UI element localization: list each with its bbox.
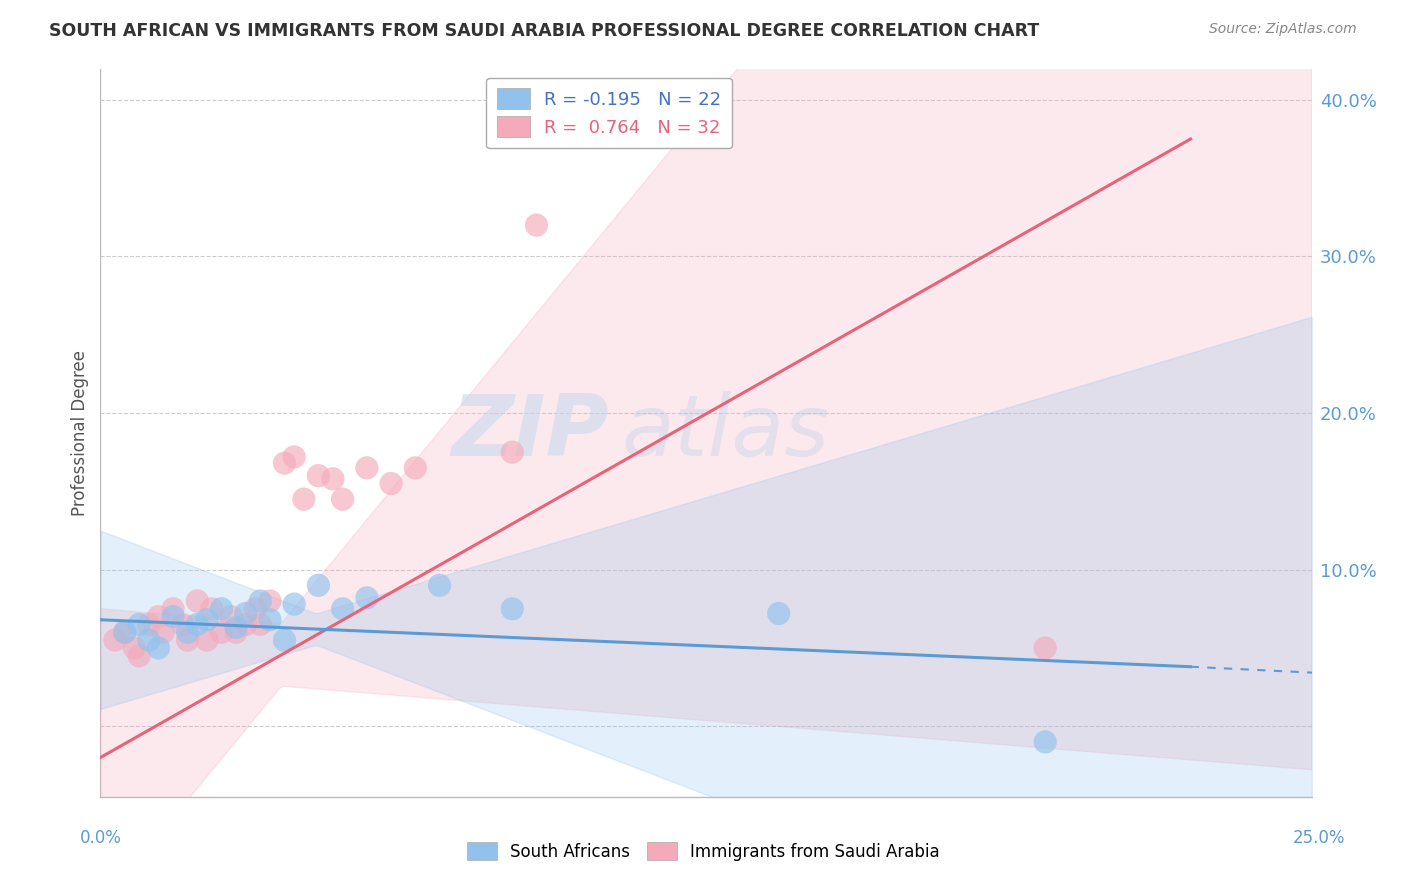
Point [380,476,402,491]
Point [235,607,257,621]
Point [249,617,271,632]
Y-axis label: Professional Degree: Professional Degree [72,350,89,516]
Point [356,591,378,605]
Point [259,613,281,627]
Point [501,445,523,459]
Point [283,597,305,611]
Point [235,617,257,632]
Point [245,602,267,616]
Point [104,633,127,648]
Point [225,625,247,640]
Point [332,602,354,616]
Point [172,617,194,632]
Point [138,617,160,632]
Point [259,594,281,608]
Point [307,468,329,483]
Point [526,218,548,232]
Point [128,648,150,663]
Point [114,625,136,640]
Point [195,633,218,648]
Point [273,456,295,470]
Point [162,602,184,616]
Point [186,594,208,608]
Point [283,450,305,464]
Point [138,633,160,648]
Legend: R = -0.195   N = 22, R =  0.764   N = 32: R = -0.195 N = 22, R = 0.764 N = 32 [486,78,733,148]
Point [768,607,790,621]
Point [201,602,224,616]
Point [1033,735,1056,749]
Point [162,609,184,624]
Legend: South Africans, Immigrants from Saudi Arabia: South Africans, Immigrants from Saudi Ar… [460,836,946,868]
Point [148,609,170,624]
Point [195,613,218,627]
Point [211,625,233,640]
Point [404,461,426,475]
Point [501,602,523,616]
Point [273,633,295,648]
Point [128,617,150,632]
Text: 0.0%: 0.0% [80,829,122,847]
Point [307,578,329,592]
Point [332,492,354,507]
Text: Source: ZipAtlas.com: Source: ZipAtlas.com [1209,22,1357,37]
Point [292,492,315,507]
Point [211,602,233,616]
Point [429,578,451,592]
Point [114,625,136,640]
Point [219,609,242,624]
Point [225,621,247,635]
Point [122,640,145,655]
Point [152,625,174,640]
Point [186,617,208,632]
Point [148,640,170,655]
Point [176,625,198,640]
Text: ZIP: ZIP [451,391,609,475]
Point [356,461,378,475]
Point [322,472,344,486]
Text: atlas: atlas [621,391,830,475]
Point [176,633,198,648]
Point [1033,640,1056,655]
Text: SOUTH AFRICAN VS IMMIGRANTS FROM SAUDI ARABIA PROFESSIONAL DEGREE CORRELATION CH: SOUTH AFRICAN VS IMMIGRANTS FROM SAUDI A… [49,22,1039,40]
Text: 25.0%: 25.0% [1292,829,1346,847]
Point [249,594,271,608]
